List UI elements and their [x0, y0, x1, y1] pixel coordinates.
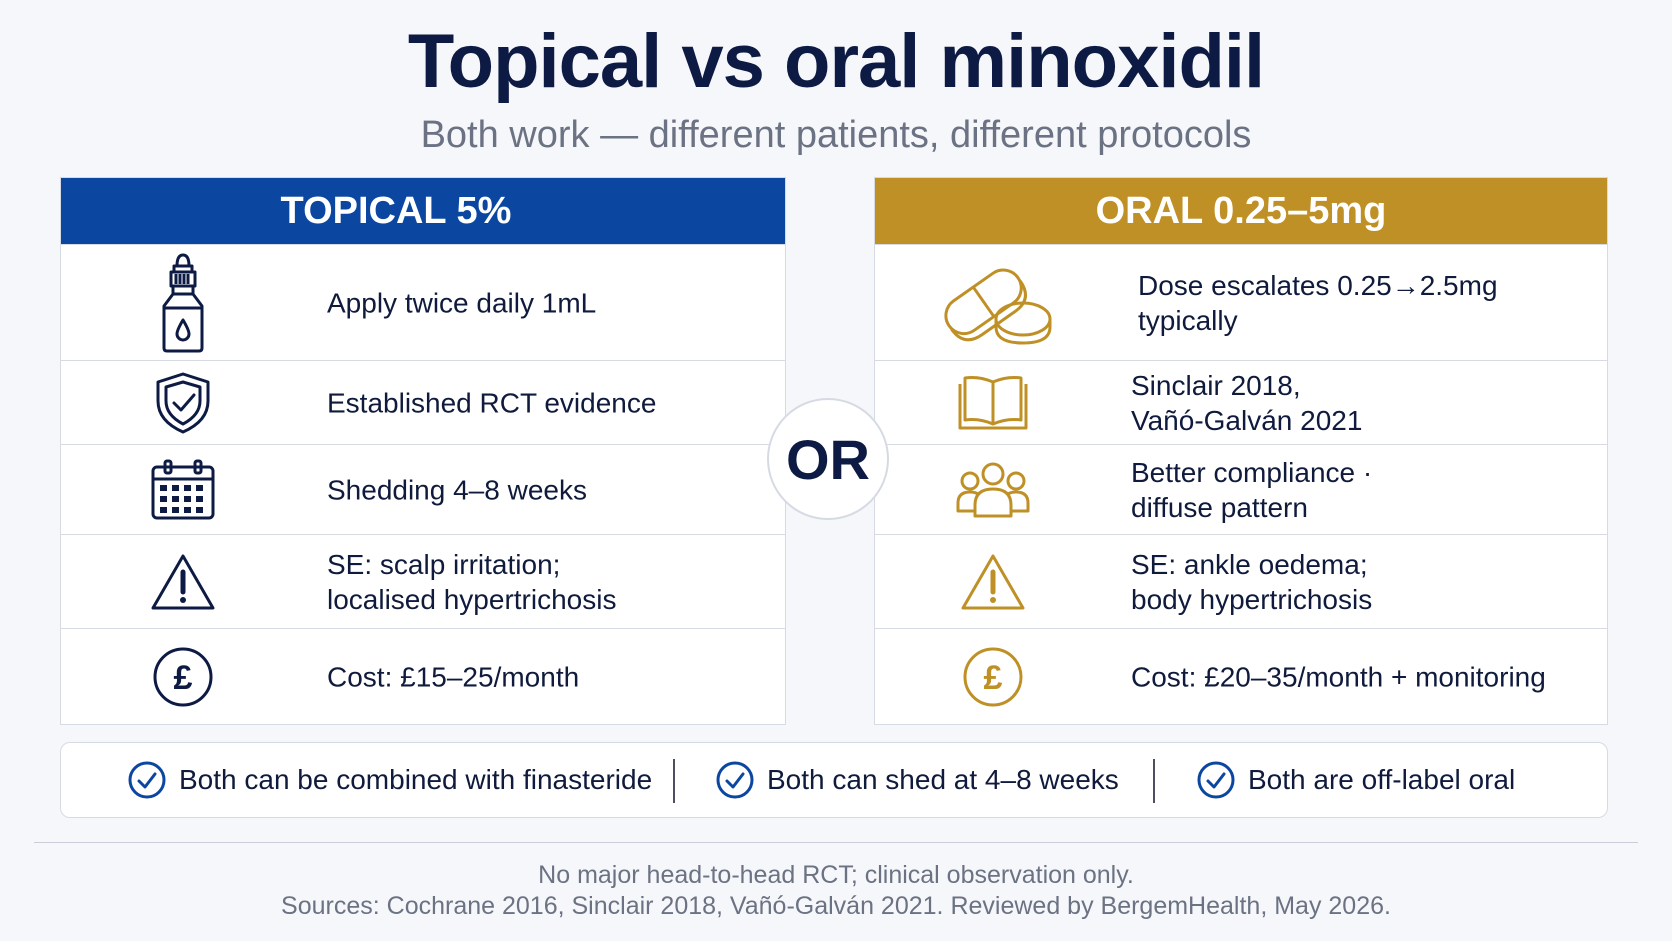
topical-row-line: Apply twice daily 1mL: [327, 287, 597, 319]
check-circle-icon: [128, 761, 166, 799]
oral-row-compliance: Better compliance · diffuse pattern: [875, 444, 1607, 535]
banner-divider: [1153, 759, 1155, 803]
oral-row-text: SE: ankle oedema; body hypertrichosis: [1131, 547, 1372, 617]
banner-text: Both can shed at 4–8 weeks: [767, 764, 1119, 795]
common-points-banner: Both can be combined with finasteride Bo…: [60, 742, 1608, 818]
banner-item: Both can be combined with finasteride: [127, 743, 652, 817]
topical-row-line: Cost: £15–25/month: [327, 661, 580, 693]
footer-note: No major head-to-head RCT; clinical obse…: [538, 861, 1134, 889]
footer-divider: [34, 842, 1638, 843]
topical-row-shedding: Shedding 4–8 weeks: [61, 444, 785, 535]
topical-row-application: Apply twice daily 1mL: [61, 244, 785, 361]
topical-row-side-effects: SE: scalp irritation; localised hypertri…: [61, 534, 785, 629]
people-icon: [955, 461, 1031, 519]
topical-row-text: Shedding 4–8 weeks: [327, 473, 587, 508]
topical-row-text: Apply twice daily 1mL: [327, 286, 596, 321]
oral-row-cost: £ Cost: £20–35/month + monitoring: [875, 628, 1607, 725]
page-subtitle: Both work — different patients, differen…: [420, 114, 1252, 156]
oral-row-line: Cost: £20–35/month + monitoring: [1131, 661, 1546, 693]
topical-row-text: SE: scalp irritation; localised hypertri…: [327, 547, 616, 617]
topical-row-line: Shedding 4–8 weeks: [327, 474, 587, 506]
topical-row-line: localised hypertrichosis: [327, 584, 617, 615]
topical-row-evidence: Established RCT evidence: [61, 360, 785, 445]
page-title: Topical vs oral minoxidil: [407, 19, 1265, 104]
oral-row-text: Sinclair 2018, Vañó-Galván 2021: [1131, 368, 1362, 438]
topical-row-line: Established RCT evidence: [327, 387, 657, 419]
topical-row-text: Established RCT evidence: [327, 386, 656, 421]
oral-row-line: Vañó-Galván 2021: [1131, 405, 1363, 436]
pound-coin-icon: £: [962, 646, 1024, 708]
pills-icon: [933, 256, 1053, 350]
warning-icon: [150, 552, 216, 612]
oral-row-text: Cost: £20–35/month + monitoring: [1131, 660, 1546, 695]
topical-panel: TOPICAL 5% Apply twice daily 1mL: [60, 177, 786, 725]
oral-row-line: diffuse pattern: [1131, 492, 1308, 523]
oral-row-line: typically: [1138, 305, 1238, 336]
topical-row-text: Cost: £15–25/month: [327, 660, 579, 695]
oral-header: ORAL 0.25–5mg: [875, 178, 1607, 244]
oral-row-text: Better compliance · diffuse pattern: [1131, 455, 1372, 525]
oral-row-line: Better compliance ·: [1131, 457, 1373, 488]
topical-row-cost: £ Cost: £15–25/month: [61, 628, 785, 725]
calendar-icon: [150, 459, 216, 521]
banner-item: Both are off-label oral: [1196, 743, 1515, 817]
topical-row-line: SE: scalp irritation;: [327, 549, 561, 580]
dropper-bottle-icon: [159, 252, 207, 354]
topical-header: TOPICAL 5%: [61, 178, 785, 244]
oral-row-evidence: Sinclair 2018, Vañó-Galván 2021: [875, 360, 1607, 445]
oral-row-text: Dose escalates 0.25→2.5mg typically: [1138, 268, 1498, 338]
footer-sources: Sources: Cochrane 2016, Sinclair 2018, V…: [281, 892, 1391, 920]
banner-divider: [673, 759, 675, 803]
banner-item: Both can shed at 4–8 weeks: [715, 743, 1119, 817]
svg-text:£: £: [984, 659, 1003, 697]
banner-text: Both are off-label oral: [1248, 764, 1516, 795]
oral-row-line: body hypertrichosis: [1131, 584, 1373, 615]
oral-row-line: SE: ankle oedema;: [1131, 549, 1368, 580]
check-circle-icon: [716, 761, 754, 799]
shield-check-icon: [154, 371, 212, 435]
or-badge: OR: [767, 398, 889, 520]
warning-icon: [960, 552, 1026, 612]
svg-text:£: £: [174, 659, 193, 697]
oral-row-dose: Dose escalates 0.25→2.5mg typically: [875, 244, 1607, 361]
oral-row-line: Dose escalates 0.25→2.5mg: [1138, 270, 1498, 301]
book-icon: [957, 374, 1029, 432]
check-circle-icon: [1197, 761, 1235, 799]
pound-coin-icon: £: [152, 646, 214, 708]
banner-text: Both can be combined with finasteride: [179, 764, 653, 795]
oral-panel: ORAL 0.25–5mg Dose escalates 0.25→2.5mg …: [874, 177, 1608, 725]
oral-row-line: Sinclair 2018,: [1131, 370, 1301, 401]
oral-row-side-effects: SE: ankle oedema; body hypertrichosis: [875, 534, 1607, 629]
